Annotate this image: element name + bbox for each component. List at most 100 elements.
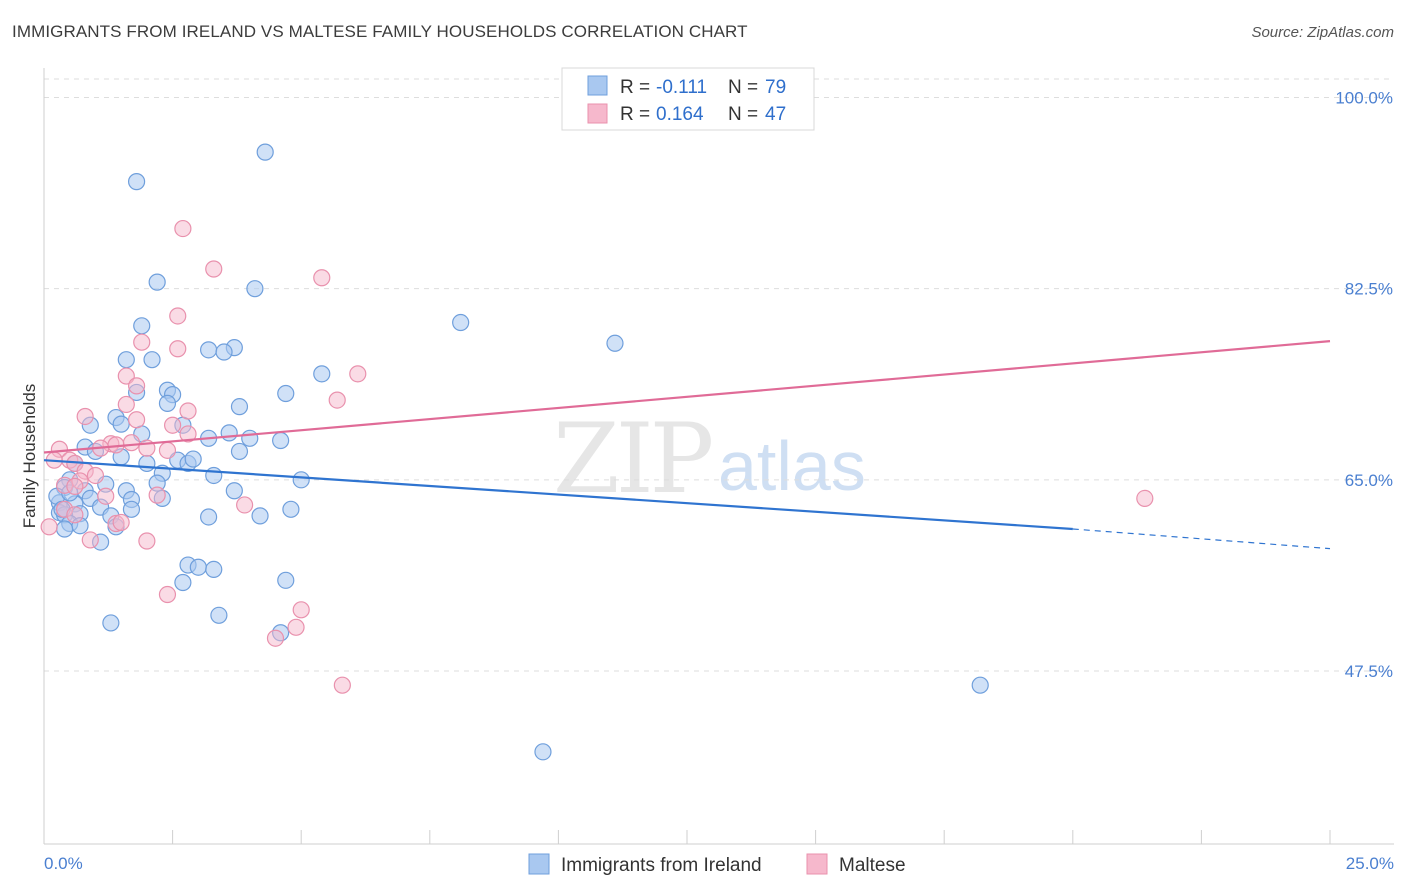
legend-r-value-2: 0.164	[656, 104, 704, 125]
axes	[43, 68, 1394, 845]
point-ireland	[251, 507, 269, 525]
point-ireland	[122, 500, 141, 518]
point-ireland	[241, 429, 259, 447]
legend-n-value-2: 47	[765, 104, 786, 125]
point-maltese	[148, 486, 166, 504]
y-tick-label: 65.0%	[1345, 471, 1393, 490]
point-maltese	[133, 333, 151, 351]
point-maltese	[1136, 489, 1154, 508]
legend-n-value-1: 79	[765, 77, 786, 98]
point-maltese	[313, 269, 331, 287]
point-ireland	[452, 313, 470, 332]
point-ireland	[215, 343, 233, 361]
trendline-ireland	[43, 459, 1073, 531]
point-maltese	[81, 531, 99, 549]
legend-swatch-pink	[587, 103, 608, 124]
point-maltese	[164, 416, 182, 434]
legend-r-label-2: R =	[620, 104, 650, 125]
point-ireland	[606, 334, 624, 352]
point-maltese	[169, 307, 187, 325]
point-maltese	[158, 585, 177, 604]
chart-title: IMMIGRANTS FROM IRELAND VS MALTESE FAMIL…	[12, 22, 748, 41]
y-tick-label: 82.5%	[1345, 280, 1393, 299]
point-ireland	[225, 482, 243, 500]
legend-r-label-1: R =	[620, 77, 650, 98]
y-tick-labels: 47.5% 65.0% 82.5% 100.0%	[1335, 89, 1393, 682]
correlation-legend: R = -0.111 N = 79 R = 0.164 N = 47	[561, 67, 815, 131]
point-ireland	[230, 398, 249, 416]
point-maltese	[292, 601, 310, 619]
x-tick-label-min: 0.0%	[44, 854, 83, 873]
point-ireland	[102, 614, 120, 632]
bottom-legend-swatch-maltese	[806, 853, 828, 875]
point-ireland	[292, 471, 310, 489]
trendlines	[43, 340, 1331, 550]
point-maltese	[112, 513, 130, 532]
gridlines	[44, 78, 1394, 672]
point-ireland	[148, 273, 166, 291]
point-maltese	[349, 365, 367, 383]
point-ireland	[133, 317, 151, 335]
point-maltese	[236, 496, 254, 514]
point-ireland	[220, 424, 238, 442]
y-axis-label: Family Households	[20, 384, 39, 529]
point-maltese	[266, 629, 285, 647]
point-ireland	[210, 606, 228, 624]
y-tick-label: 47.5%	[1345, 662, 1393, 681]
point-maltese	[40, 518, 58, 536]
y-tick-label: 100.0%	[1335, 89, 1393, 108]
point-ireland	[971, 676, 989, 694]
point-ireland	[174, 573, 192, 592]
point-ireland	[205, 466, 223, 485]
point-ireland	[246, 280, 264, 298]
legend-n-label-1: N =	[728, 77, 758, 98]
bottom-legend-label-ireland: Immigrants from Ireland	[561, 855, 762, 876]
point-maltese	[179, 425, 197, 443]
point-maltese	[86, 466, 105, 485]
point-ireland	[200, 341, 218, 359]
point-maltese	[122, 434, 141, 452]
point-ireland	[143, 351, 161, 369]
point-maltese	[174, 219, 192, 238]
point-ireland	[534, 743, 552, 761]
point-maltese	[66, 506, 84, 524]
trendline-ireland-extension	[1072, 528, 1331, 550]
point-ireland	[272, 431, 290, 450]
trendline-maltese	[43, 340, 1331, 454]
bottom-legend-swatch-ireland	[528, 853, 550, 875]
point-maltese	[328, 391, 346, 409]
watermark-atlas: atlas	[718, 427, 866, 505]
point-ireland	[184, 450, 202, 468]
point-ireland	[127, 173, 146, 191]
bottom-legend-label-maltese: Maltese	[839, 855, 906, 876]
series-maltese-points	[40, 219, 1154, 694]
point-ireland	[112, 415, 130, 433]
legend-n-label-2: N =	[728, 104, 758, 125]
legend-r-value-1: -0.111	[656, 77, 707, 98]
point-ireland	[277, 571, 295, 589]
x-tick-label-max: 25.0%	[1346, 854, 1394, 873]
point-ireland	[189, 558, 207, 576]
point-maltese	[117, 395, 135, 414]
x-ticks	[43, 830, 1331, 844]
legend-swatch-blue	[587, 75, 608, 96]
point-ireland	[230, 442, 249, 461]
point-ireland	[55, 520, 74, 538]
point-ireland	[256, 143, 274, 161]
point-maltese	[333, 676, 351, 694]
point-maltese	[205, 260, 223, 278]
point-maltese	[138, 532, 156, 550]
point-maltese	[179, 402, 197, 420]
point-ireland	[158, 394, 177, 412]
point-maltese	[158, 441, 177, 459]
point-ireland	[313, 365, 331, 383]
watermark-zip: ZIP	[553, 403, 712, 515]
point-maltese	[66, 477, 84, 495]
point-maltese	[76, 407, 94, 426]
point-ireland	[117, 351, 135, 369]
point-ireland	[138, 454, 156, 473]
point-maltese	[127, 411, 146, 429]
source-label: Source: ZipAtlas.com	[1251, 24, 1394, 41]
series-legend: Immigrants from Ireland Maltese	[528, 853, 906, 876]
